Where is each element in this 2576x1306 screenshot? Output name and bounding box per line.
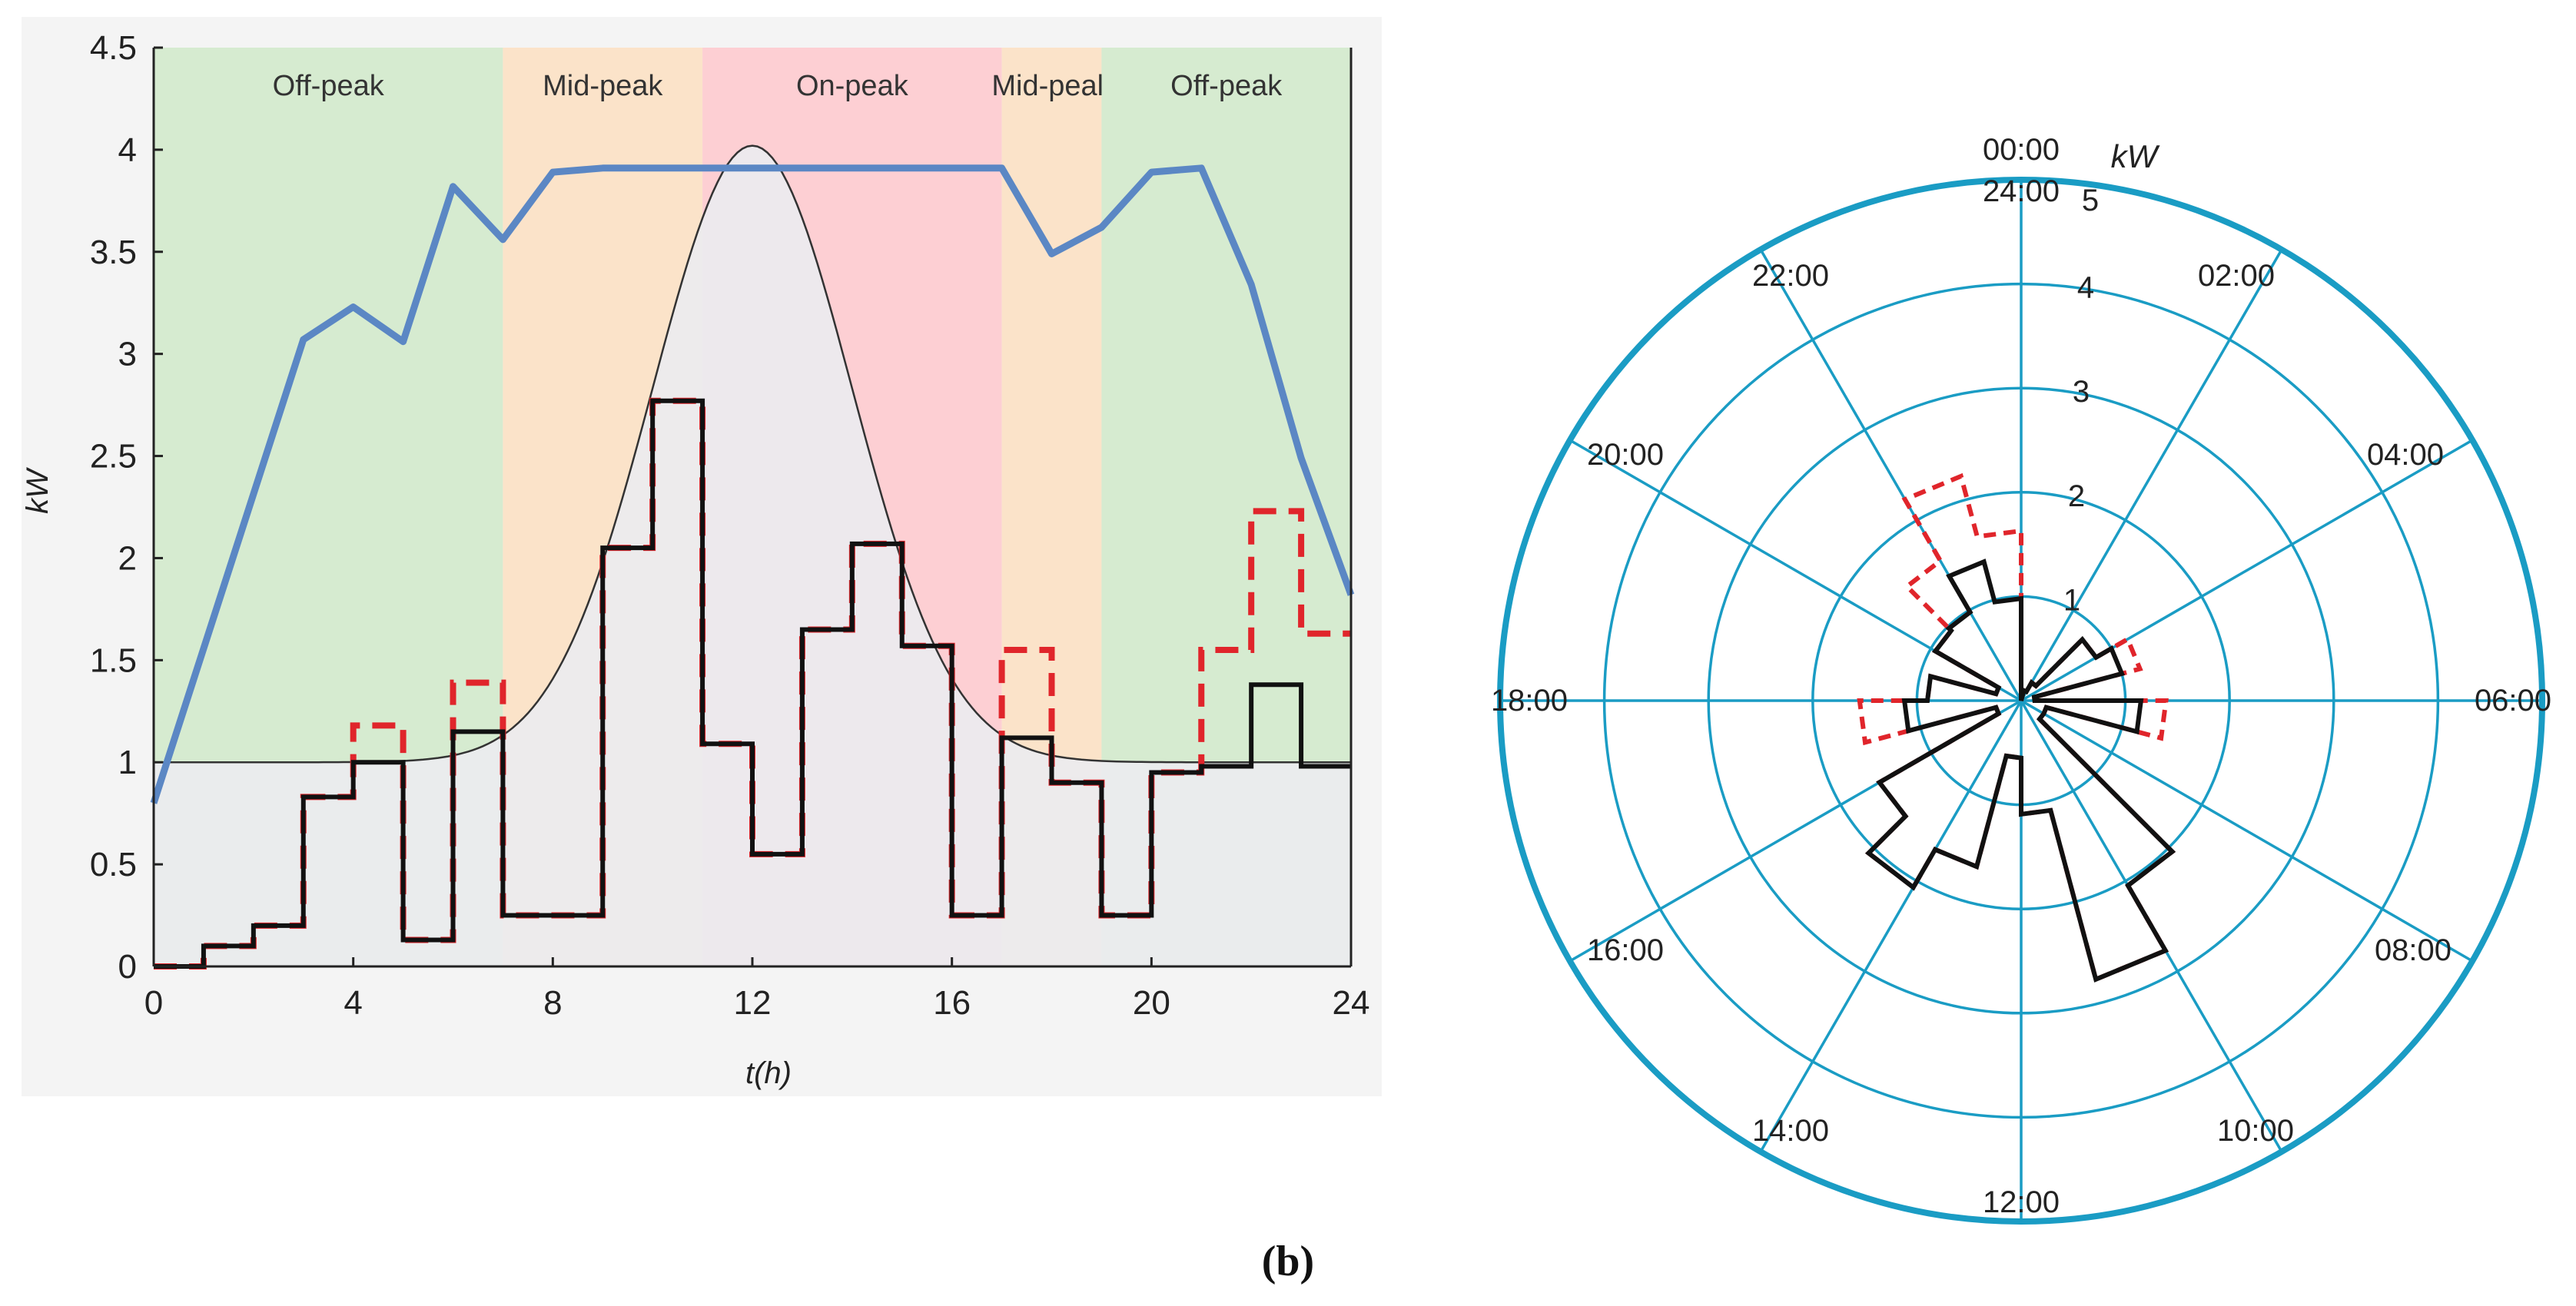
polar-chart: 00:00 24:00 02:00 04:00 06:00 08:00 10:00 12:00… [1491, 133, 2551, 1225]
solid-load-line [154, 398, 1351, 969]
polar-solid-load [1864, 559, 2176, 983]
spoke-4 [2020, 439, 2474, 702]
y-tick-label-7: 3.5 [90, 234, 137, 271]
y-tick-label-0: 0 [118, 948, 137, 986]
hour-label-22: 22:00 [1752, 259, 1829, 293]
series-lines [150, 164, 1355, 970]
x-tick-label-5: 20 [1133, 984, 1170, 1022]
x-tick-label-2: 8 [543, 984, 562, 1022]
x-tick-label-6: 24 [1333, 984, 1370, 1022]
hour-label-6: 06:00 [2475, 684, 2551, 718]
period-label-2: On-peak [796, 70, 909, 102]
y-tick-label-6: 3 [118, 336, 137, 373]
hour-label-00: 00:00 [1983, 133, 2060, 167]
radial-tick-label-1: 1 [2063, 583, 2080, 617]
spoke-8 [2020, 699, 2474, 963]
spoke-14 [1759, 700, 2023, 1153]
radial-tick-label-3: 3 [2073, 375, 2090, 409]
period-label-3: Mid-peak [991, 70, 1112, 102]
hour-label-10: 10:00 [2217, 1114, 2294, 1148]
y-axis-label: kW [21, 467, 55, 514]
polar-labels: 00:00 24:00 02:00 04:00 06:00 08:00 10:00 12:00… [1491, 133, 2551, 1219]
hour-label-12: 12:00 [1983, 1185, 2060, 1219]
radial-tick-label-5: 5 [2082, 184, 2099, 217]
x-tick-label-0: 0 [144, 984, 163, 1022]
y-tick-label-3: 1.5 [90, 641, 137, 679]
x-axis-label: t(h) [745, 1056, 792, 1090]
polar-series [1857, 472, 2176, 983]
y-tick-label-5: 2.5 [90, 438, 137, 476]
hour-label-20: 20:00 [1587, 438, 1664, 472]
hour-label-18: 18:00 [1491, 684, 1568, 718]
limit-line [150, 164, 1355, 804]
y-tick-label-4: 2 [118, 539, 137, 577]
spoke-22 [1759, 248, 2023, 701]
y-tick-label-2: 1 [118, 744, 137, 781]
hour-label-24: 24:00 [1983, 174, 2060, 208]
period-label-4: Off-peak [1170, 70, 1283, 102]
y-tick-label-9: 4.5 [90, 29, 137, 67]
hour-label-14: 14:00 [1752, 1114, 1829, 1148]
time-series-chart: Off-peak Mid-peak On-peak Mid-peak Off-peak … [21, 17, 1382, 1096]
x-tick-label-1: 4 [344, 984, 362, 1022]
x-tick-label-4: 16 [933, 984, 971, 1022]
radial-tick-label-2: 2 [2068, 479, 2085, 513]
hour-label-16: 16:00 [1587, 933, 1664, 967]
x-tick-label-3: 12 [734, 984, 772, 1022]
axes: 0 4 8 12 16 20 24 0 0.5 1 1.5 2 2.5 3 3.5 4 4.5 [90, 29, 1370, 1022]
figure-panel-label: (b) [1262, 1238, 1314, 1285]
polar-unit-label: kW [2111, 138, 2160, 174]
y-tick-label-1: 0.5 [90, 846, 137, 883]
hour-label-2: 02:00 [2198, 259, 2275, 293]
y-tick-label-8: 4 [118, 131, 137, 169]
hour-label-8: 08:00 [2375, 933, 2452, 967]
hour-label-4: 04:00 [2367, 438, 2444, 472]
spoke-2 [2020, 248, 2283, 701]
radial-tick-label-4: 4 [2077, 271, 2094, 305]
period-label-0: Off-peak [273, 70, 385, 102]
period-label-1: Mid-peak [543, 70, 663, 102]
